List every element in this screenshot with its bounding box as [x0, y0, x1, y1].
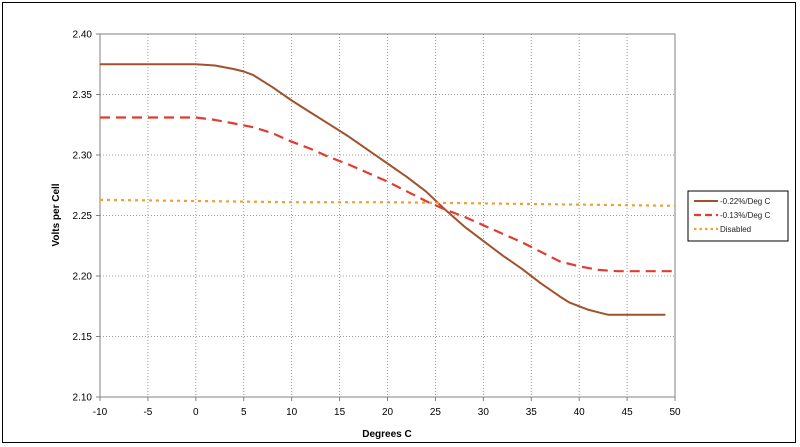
x-tick-label: 5: [241, 407, 247, 418]
y-tick-label: 2.20: [73, 272, 93, 283]
x-tick-label: -5: [143, 407, 152, 418]
grid: [96, 33, 676, 401]
y-tick-label: 2.40: [73, 30, 93, 41]
series-group: [99, 63, 676, 316]
legend: -0.22%/Deg C -0.13%/Deg C Disabled: [687, 190, 789, 242]
x-tick-label: 40: [574, 407, 586, 418]
y-axis-label: Volts per Cell: [51, 183, 62, 246]
x-tick-label: 20: [382, 407, 394, 418]
x-tick-labels: -10 -5 0 5 10 15 20 25 30 35 40 45 50: [93, 407, 681, 418]
series-line-1: [100, 63, 666, 316]
chart-frame: [2, 2, 796, 443]
x-tick-label: 15: [334, 407, 346, 418]
y-tick-labels: 2.10 2.15 2.20 2.25 2.30 2.35 2.40: [73, 30, 93, 404]
x-tick-label: 45: [622, 407, 634, 418]
legend-box: [687, 190, 789, 242]
x-tick-label: 30: [478, 407, 490, 418]
x-tick-label: 10: [286, 407, 298, 418]
x-tick-label: 50: [669, 407, 681, 418]
legend-label-3: Disabled: [720, 225, 751, 234]
x-tick-label: 0: [193, 407, 199, 418]
y-tick-label: 2.25: [73, 211, 93, 222]
series-line-2: [100, 116, 675, 273]
legend-label-1: -0.22%/Deg C: [720, 197, 770, 206]
x-axis-label: Degrees C: [362, 429, 411, 440]
x-tick-label: 35: [526, 407, 538, 418]
y-tick-label: 2.30: [73, 151, 93, 162]
x-tick-label: -10: [93, 407, 108, 418]
y-tick-label: 2.10: [73, 393, 93, 404]
y-tick-label: 2.15: [73, 332, 93, 343]
legend-label-2: -0.13%/Deg C: [720, 211, 770, 220]
x-tick-label: 25: [430, 407, 442, 418]
y-tick-label: 2.35: [73, 90, 93, 101]
series-line-3: [99, 198, 676, 207]
